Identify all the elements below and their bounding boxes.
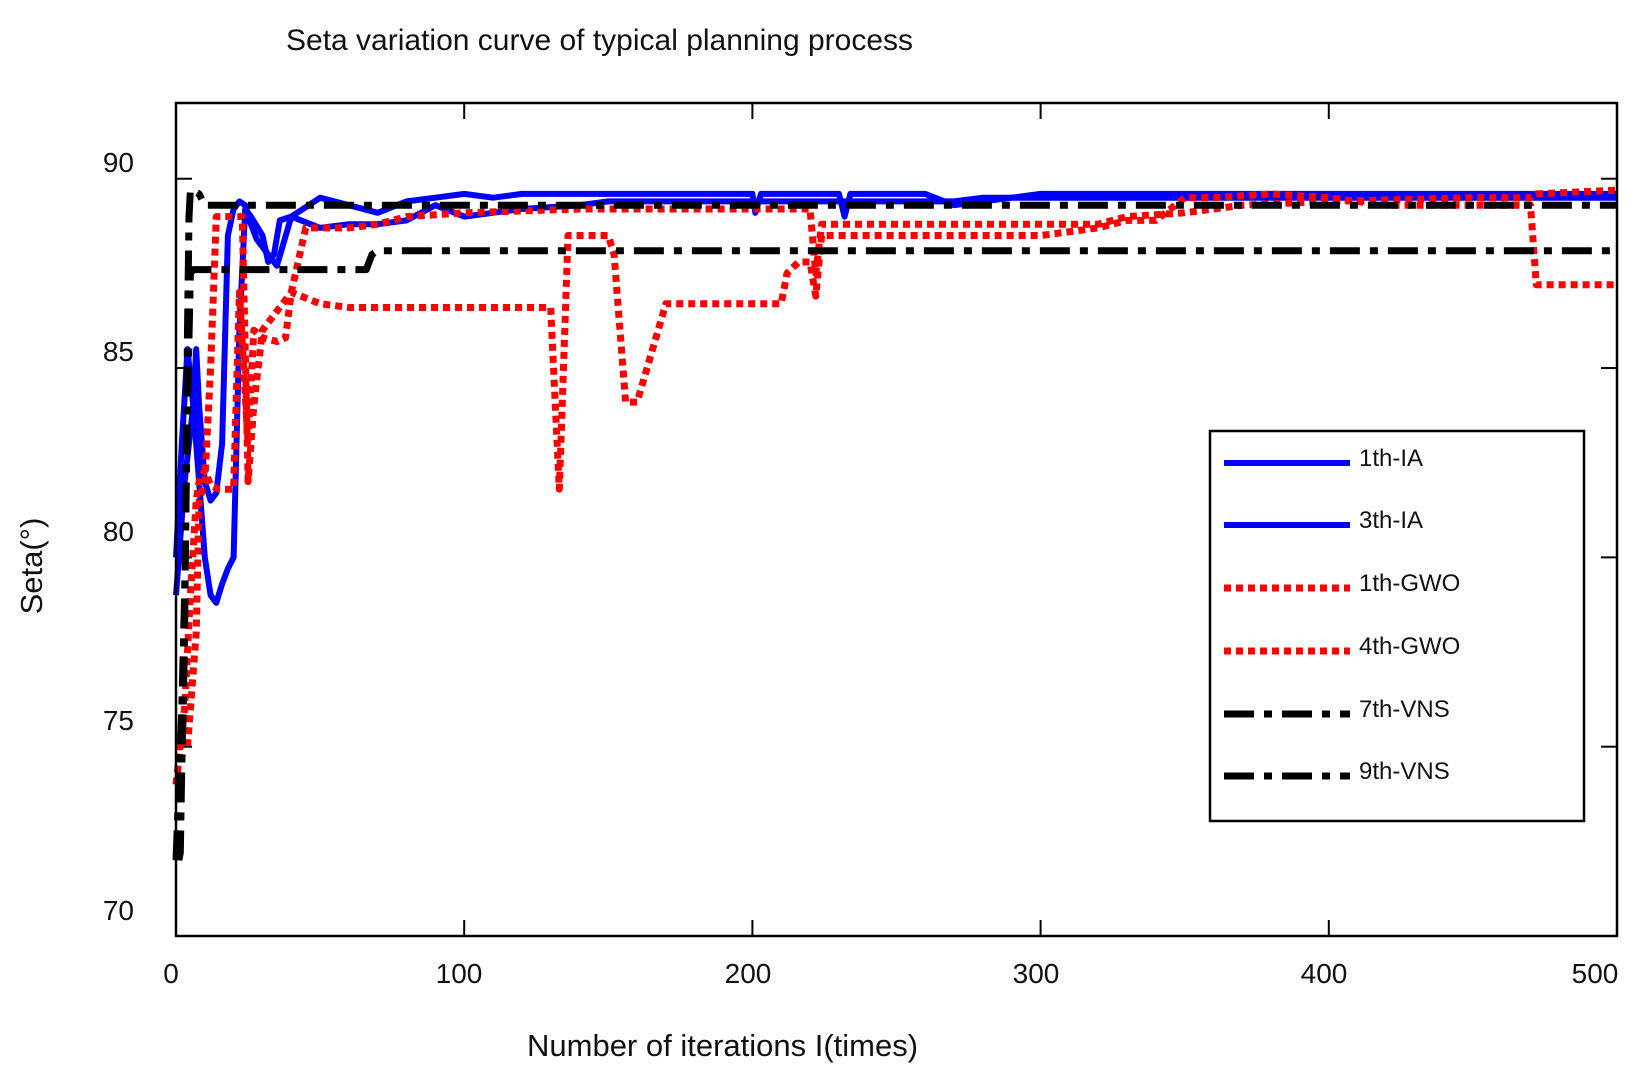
chart-title: Seta variation curve of typical planning… xyxy=(286,24,914,57)
series-line-9th-vns xyxy=(172,247,1617,861)
series-line-4th-gwo xyxy=(172,186,1618,785)
x-tick-label: 400 xyxy=(1300,958,1348,989)
y-tick-label: 80 xyxy=(102,516,134,547)
x-tick-label: 200 xyxy=(724,958,772,989)
series-line-1th-gwo xyxy=(176,190,1617,751)
plot-frame xyxy=(174,101,1619,938)
series-line-3th-ia xyxy=(173,194,1617,606)
y-tick-label: 70 xyxy=(102,895,134,926)
x-tick-label: 500 xyxy=(1571,958,1619,989)
legend-label-9th-vns: 9th-VNS xyxy=(1359,758,1450,785)
y-tick-label: 85 xyxy=(102,336,134,367)
legend-box xyxy=(1208,429,1586,823)
y-tick-label: 90 xyxy=(102,147,134,178)
legend-label-7th-vns: 7th-VNS xyxy=(1359,696,1450,723)
legend-label-4th-gwo: 4th-GWO xyxy=(1359,633,1461,660)
x-tick-label: 100 xyxy=(435,958,483,989)
legend-samples xyxy=(1224,460,1350,780)
x-tick-label: 0 xyxy=(163,958,179,989)
legend-label-1th-ia: 1th-IA xyxy=(1359,445,1424,472)
series-layer xyxy=(172,186,1618,861)
series-line-1th-ia xyxy=(173,190,1617,596)
x-axis-label: Number of iterations I(times) xyxy=(527,1028,919,1063)
legend-label-1th-gwo: 1th-GWO xyxy=(1359,570,1461,597)
y-tick-label: 75 xyxy=(102,705,134,736)
y-axis-label: Seta(°) xyxy=(14,517,49,615)
x-tick-label: 300 xyxy=(1012,958,1060,989)
legend-label-3th-ia: 3th-IA xyxy=(1359,507,1424,534)
